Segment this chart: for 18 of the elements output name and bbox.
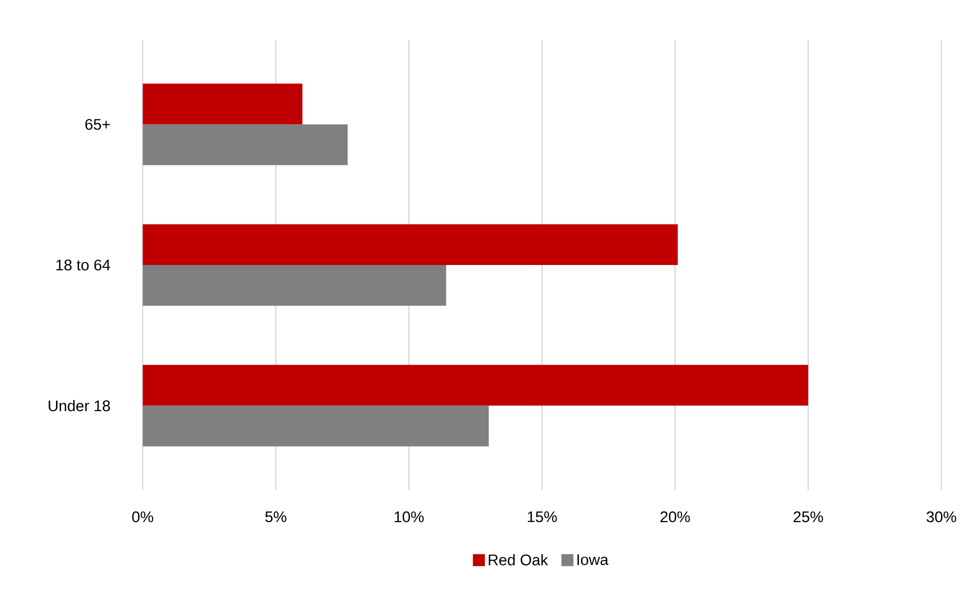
y-tick-label: Under 18	[48, 400, 110, 412]
bar	[142, 124, 348, 166]
x-tick-label: 10%	[394, 511, 424, 522]
bar	[142, 364, 808, 406]
x-tick-label: 20%	[660, 511, 690, 522]
bar	[142, 224, 678, 266]
legend-label: Iowa	[577, 554, 608, 566]
y-tick-label: 65+	[85, 118, 110, 130]
x-tick-label: 15%	[528, 511, 557, 522]
legend-label: Red Oak	[488, 554, 548, 566]
x-tick-label: 5%	[265, 511, 286, 522]
y-tick-label: 18 to 64	[56, 260, 110, 270]
x-tick-label: 0%	[132, 511, 154, 522]
bar	[142, 406, 489, 446]
bar	[142, 265, 446, 306]
x-tick-label: 25%	[794, 511, 824, 522]
x-tick-label: 30%	[926, 511, 956, 522]
bar	[142, 84, 302, 124]
